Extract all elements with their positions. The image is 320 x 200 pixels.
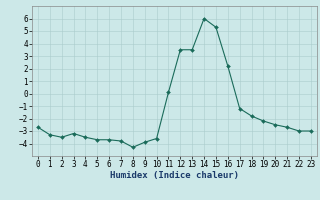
X-axis label: Humidex (Indice chaleur): Humidex (Indice chaleur) bbox=[110, 171, 239, 180]
